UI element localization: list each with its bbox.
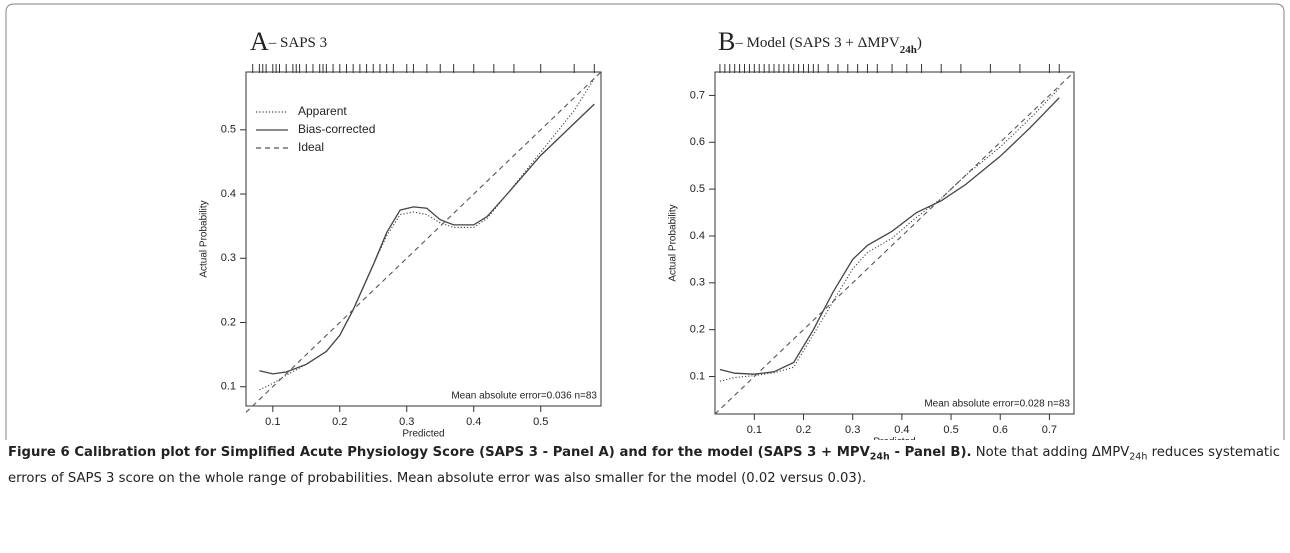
subtitle-part: – SAPS 3 [268, 35, 327, 51]
x-tick-label: 0.2 [332, 416, 347, 428]
x-tick-label: 0.5 [943, 424, 958, 436]
panel-title: A– SAPS 3 [250, 27, 327, 56]
x-axis-label: Predicted [873, 437, 915, 440]
y-tick-label: 0.3 [690, 277, 705, 289]
line-series [245, 71, 602, 413]
x-tick-label: 0.5 [533, 416, 548, 428]
y-tick-label: 0.4 [221, 188, 236, 200]
y-tick-label: 0.2 [690, 324, 705, 336]
y-tick-label: 0.2 [221, 316, 236, 328]
subscript: 24h [1129, 452, 1147, 463]
x-tick-label: 0.4 [894, 424, 909, 436]
caption-text: reduces systematic errors of SAPS 3 scor… [8, 445, 1280, 486]
y-tick-label: 0.1 [690, 370, 705, 382]
x-tick-label: 0.1 [265, 416, 280, 428]
subtitle-part: – Model (SAPS 3 + ΔMPV [734, 35, 900, 51]
y-tick-label: 0.5 [221, 124, 236, 136]
x-tick-label: 0.3 [845, 424, 860, 436]
caption: Figure 6 Calibration plot for Simplified… [8, 442, 1280, 489]
y-tick-label: 0.3 [221, 252, 236, 264]
legend-label: Apparent [298, 104, 347, 118]
legend-label: Ideal [298, 140, 324, 154]
charts: A– SAPS 3 0.1 0.2 0.3 0.4 0.5 0.1 0.2 0.3 0.4 0.5 P… [5, 3, 1285, 440]
x-axis-label: Predicted [402, 429, 444, 440]
subtitle-part: ) [917, 35, 922, 51]
y-tick-label: 0.4 [690, 230, 705, 242]
plot-box [714, 71, 1075, 415]
line-series [259, 103, 595, 375]
title-letter: A [250, 27, 269, 56]
frame [5, 3, 1285, 440]
subscript: 24h [870, 452, 890, 463]
title-letter: B [718, 27, 735, 56]
caption-text: Figure 6 Calibration plot for Simplified… [8, 445, 870, 460]
caption-text: 24h [869, 451, 890, 463]
caption-text: 24h [1129, 451, 1148, 463]
caption-text: Note that adding ΔMPV [971, 445, 1130, 460]
y-tick-label: 0.6 [690, 136, 705, 148]
x-tick-label: 0.2 [796, 424, 811, 436]
line-series [719, 88, 1060, 382]
y-axis-label: Actual Probability [199, 200, 210, 277]
line-series [714, 71, 1075, 415]
y-axis-label: Actual Probability [668, 204, 679, 281]
legend-label: Bias-corrected [298, 122, 375, 136]
caption-text: - Panel B). [889, 445, 972, 460]
x-tick-label: 0.6 [993, 424, 1008, 436]
x-tick-label: 0.1 [747, 424, 762, 436]
annotation: Mean absolute error=0.036 n=83 [451, 391, 597, 402]
panel-title: B– Model (SAPS 3 + ΔMPV24h) [718, 27, 922, 56]
line-series [719, 97, 1060, 375]
annotation: Mean absolute error=0.028 n=83 [924, 399, 1070, 410]
y-tick-label: 0.1 [221, 381, 236, 393]
plot-box [245, 71, 602, 407]
y-tick-label: 0.7 [690, 89, 705, 101]
subtitle-part: 24h [900, 44, 917, 56]
x-tick-label: 0.7 [1042, 424, 1057, 436]
x-tick-label: 0.4 [466, 416, 481, 428]
x-tick-label: 0.3 [399, 416, 414, 428]
y-tick-label: 0.5 [690, 183, 705, 195]
